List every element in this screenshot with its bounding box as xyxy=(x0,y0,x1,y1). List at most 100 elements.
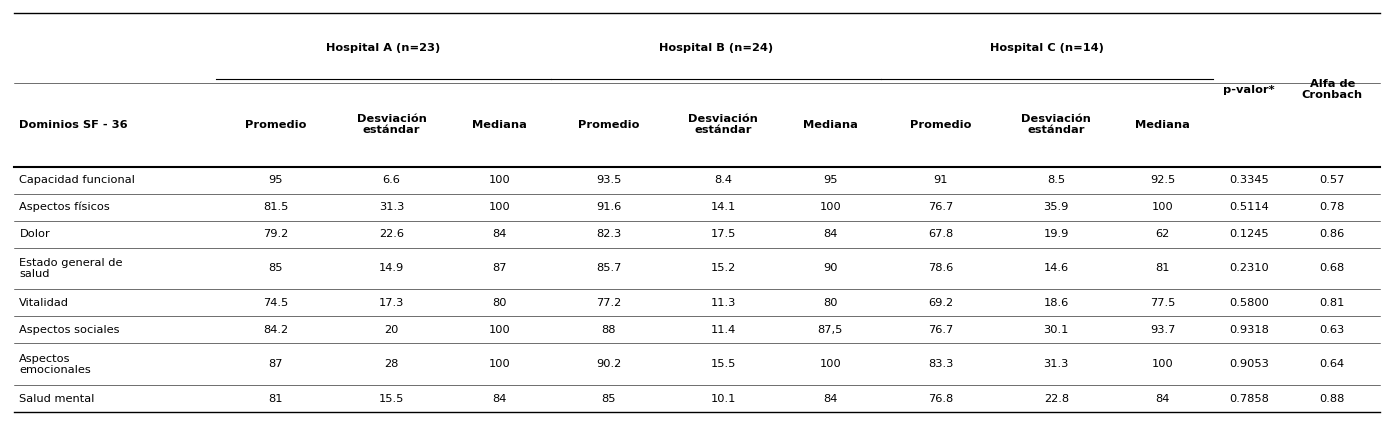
Text: 14.1: 14.1 xyxy=(711,202,736,212)
Text: 84: 84 xyxy=(492,394,507,404)
Text: 8.5: 8.5 xyxy=(1047,175,1065,185)
Text: 91: 91 xyxy=(934,175,948,185)
Text: 0.1245: 0.1245 xyxy=(1230,229,1269,239)
Text: 100: 100 xyxy=(489,359,510,369)
Text: 91.6: 91.6 xyxy=(597,202,622,212)
Text: 87: 87 xyxy=(268,359,283,369)
Text: 87,5: 87,5 xyxy=(817,325,843,335)
Text: 77.5: 77.5 xyxy=(1150,298,1175,308)
Text: 19.9: 19.9 xyxy=(1044,229,1069,239)
Text: 0.9053: 0.9053 xyxy=(1230,359,1269,369)
Text: Desviación
estándar: Desviación estándar xyxy=(689,114,758,136)
Text: 0.5800: 0.5800 xyxy=(1230,298,1269,308)
Text: 80: 80 xyxy=(492,298,507,308)
Text: 0.5114: 0.5114 xyxy=(1230,202,1269,212)
Text: 87: 87 xyxy=(492,264,507,273)
Text: 85: 85 xyxy=(268,264,283,273)
Text: 0.78: 0.78 xyxy=(1320,202,1345,212)
Text: Hospital A (n=23): Hospital A (n=23) xyxy=(326,42,441,53)
Text: 81.5: 81.5 xyxy=(263,202,289,212)
Text: Hospital C (n=14): Hospital C (n=14) xyxy=(991,42,1104,53)
Text: 0.57: 0.57 xyxy=(1320,175,1345,185)
Text: Desviación
estándar: Desviación estándar xyxy=(357,114,427,136)
Text: 100: 100 xyxy=(489,325,510,335)
Text: Promedio: Promedio xyxy=(579,119,640,130)
Text: 81: 81 xyxy=(268,394,283,404)
Text: 100: 100 xyxy=(1151,202,1174,212)
Text: Dolor: Dolor xyxy=(20,229,50,239)
Text: 31.3: 31.3 xyxy=(1044,359,1069,369)
Text: Aspectos
emocionales: Aspectos emocionales xyxy=(20,354,91,375)
Text: Desviación
estándar: Desviación estándar xyxy=(1022,114,1092,136)
Text: 84: 84 xyxy=(822,394,838,404)
Text: Aspectos sociales: Aspectos sociales xyxy=(20,325,120,335)
Text: Mediana: Mediana xyxy=(473,119,527,130)
Text: Dominios SF - 36: Dominios SF - 36 xyxy=(20,119,128,130)
Text: Aspectos físicos: Aspectos físicos xyxy=(20,202,110,212)
Text: 8.4: 8.4 xyxy=(714,175,732,185)
Text: 18.6: 18.6 xyxy=(1044,298,1069,308)
Text: 69.2: 69.2 xyxy=(928,298,953,308)
Text: 0.81: 0.81 xyxy=(1320,298,1345,308)
Text: 15.5: 15.5 xyxy=(379,394,404,404)
Text: 11.4: 11.4 xyxy=(711,325,736,335)
Text: Vitalidad: Vitalidad xyxy=(20,298,70,308)
Text: 0.86: 0.86 xyxy=(1320,229,1345,239)
Text: Promedio: Promedio xyxy=(245,119,307,130)
Text: 31.3: 31.3 xyxy=(379,202,404,212)
Text: 0.3345: 0.3345 xyxy=(1230,175,1269,185)
Text: 10.1: 10.1 xyxy=(711,394,736,404)
Text: 92.5: 92.5 xyxy=(1150,175,1175,185)
Text: Alfa de
Cronbach: Alfa de Cronbach xyxy=(1302,79,1363,100)
Text: Capacidad funcional: Capacidad funcional xyxy=(20,175,135,185)
Text: 15.5: 15.5 xyxy=(711,359,736,369)
Text: 84: 84 xyxy=(492,229,507,239)
Text: 93.7: 93.7 xyxy=(1150,325,1175,335)
Text: 0.9318: 0.9318 xyxy=(1230,325,1269,335)
Text: 35.9: 35.9 xyxy=(1044,202,1069,212)
Text: 0.2310: 0.2310 xyxy=(1230,264,1269,273)
Text: 84.2: 84.2 xyxy=(263,325,289,335)
Text: 100: 100 xyxy=(820,359,841,369)
Text: 0.64: 0.64 xyxy=(1320,359,1345,369)
Text: 82.3: 82.3 xyxy=(597,229,622,239)
Text: 95: 95 xyxy=(822,175,838,185)
Text: 67.8: 67.8 xyxy=(928,229,953,239)
Text: 90: 90 xyxy=(822,264,838,273)
Text: 14.9: 14.9 xyxy=(379,264,404,273)
Text: 83.3: 83.3 xyxy=(928,359,953,369)
Text: 84: 84 xyxy=(822,229,838,239)
Text: 79.2: 79.2 xyxy=(263,229,289,239)
Text: 62: 62 xyxy=(1156,229,1170,239)
Text: 100: 100 xyxy=(489,202,510,212)
Text: 93.5: 93.5 xyxy=(597,175,622,185)
Text: 0.68: 0.68 xyxy=(1320,264,1345,273)
Text: 76.7: 76.7 xyxy=(928,202,953,212)
Text: 0.88: 0.88 xyxy=(1320,394,1345,404)
Text: Hospital B (n=24): Hospital B (n=24) xyxy=(659,42,774,53)
Text: 15.2: 15.2 xyxy=(711,264,736,273)
Text: 28: 28 xyxy=(385,359,399,369)
Text: 74.5: 74.5 xyxy=(263,298,289,308)
Text: Mediana: Mediana xyxy=(803,119,857,130)
Text: Promedio: Promedio xyxy=(910,119,972,130)
Text: 17.5: 17.5 xyxy=(711,229,736,239)
Text: Mediana: Mediana xyxy=(1135,119,1190,130)
Text: 17.3: 17.3 xyxy=(379,298,404,308)
Text: 11.3: 11.3 xyxy=(711,298,736,308)
Text: 100: 100 xyxy=(1151,359,1174,369)
Text: 14.6: 14.6 xyxy=(1044,264,1069,273)
Text: 22.6: 22.6 xyxy=(379,229,404,239)
Text: 76.7: 76.7 xyxy=(928,325,953,335)
Text: 20: 20 xyxy=(385,325,399,335)
Text: 0.63: 0.63 xyxy=(1320,325,1345,335)
Text: 22.8: 22.8 xyxy=(1044,394,1069,404)
Text: 85.7: 85.7 xyxy=(597,264,622,273)
Text: p-valor*: p-valor* xyxy=(1223,85,1274,95)
Text: 100: 100 xyxy=(489,175,510,185)
Text: 88: 88 xyxy=(602,325,616,335)
Text: Estado general de
salud: Estado general de salud xyxy=(20,258,123,279)
Text: 95: 95 xyxy=(268,175,283,185)
Text: 78.6: 78.6 xyxy=(928,264,953,273)
Text: 76.8: 76.8 xyxy=(928,394,953,404)
